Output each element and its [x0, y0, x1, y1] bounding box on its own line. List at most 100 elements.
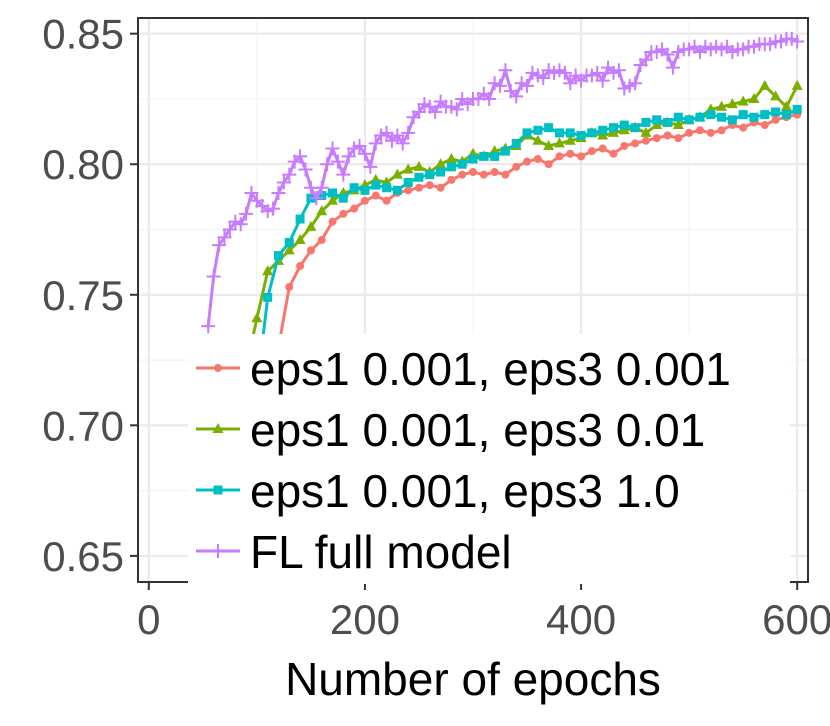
data-point [640, 126, 652, 137]
y-tick-label: 0.85 [42, 11, 124, 58]
data-point [314, 180, 329, 195]
data-point [511, 138, 521, 148]
legend-item: eps1 0.001, eps3 1.0 [196, 465, 680, 517]
data-point [262, 265, 274, 276]
data-point [339, 209, 348, 218]
data-point [595, 73, 610, 88]
data-point [305, 220, 317, 231]
data-point [233, 217, 248, 232]
data-point [554, 128, 564, 138]
data-point [685, 128, 694, 137]
data-point [771, 107, 781, 117]
data-point [566, 149, 575, 158]
data-point [509, 89, 524, 104]
data-point [608, 123, 618, 133]
data-point [611, 63, 626, 78]
data-point [445, 153, 457, 163]
data-point [533, 155, 542, 163]
data-point [298, 162, 313, 177]
data-point [490, 151, 500, 161]
x-tick-label: 200 [330, 596, 400, 643]
data-point [328, 188, 338, 198]
data-point [706, 110, 716, 120]
data-point [512, 162, 521, 171]
data-point [638, 52, 653, 67]
data-point [357, 146, 372, 161]
legend-key-marker [213, 485, 223, 495]
data-point [336, 167, 351, 182]
data-point [479, 170, 488, 179]
data-point [790, 34, 805, 49]
data-point [447, 175, 456, 184]
legend-label: eps1 0.001, eps3 0.01 [250, 404, 705, 456]
data-point [717, 112, 727, 122]
axis-tick-labels: 0 200 400 600 0.65 0.70 0.75 0.80 0.85 [42, 11, 830, 643]
data-point [402, 163, 414, 174]
legend-label: eps1 0.001, eps3 0.001 [250, 343, 731, 395]
data-point [641, 136, 650, 145]
data-point [598, 144, 607, 153]
data-point [739, 123, 748, 132]
data-point [382, 196, 391, 205]
data-point [792, 104, 802, 114]
data-point [493, 78, 508, 93]
data-point [285, 282, 294, 291]
data-point [520, 78, 535, 93]
data-point [490, 168, 499, 177]
y-tick-label: 0.70 [42, 402, 124, 449]
data-point [371, 180, 381, 190]
x-tick-label: 0 [137, 596, 160, 643]
data-point [557, 65, 572, 80]
data-point [759, 79, 771, 90]
data-point [217, 230, 232, 245]
data-point [363, 159, 378, 174]
data-point [391, 168, 403, 179]
data-point [414, 172, 424, 182]
data-point [576, 131, 586, 140]
data-point [684, 115, 694, 125]
data-point [390, 128, 405, 143]
data-point [770, 90, 782, 101]
data-point [749, 112, 759, 122]
legend-item: FL full model [196, 526, 512, 578]
data-point [590, 65, 605, 80]
data-point [587, 128, 597, 138]
data-point [630, 123, 640, 133]
data-point [577, 152, 586, 161]
data-point [498, 63, 513, 78]
data-point [316, 205, 328, 216]
data-point [413, 160, 425, 171]
data-point [555, 152, 564, 161]
data-point [425, 181, 434, 190]
data-point [716, 100, 728, 111]
data-point [652, 115, 662, 125]
data-point [403, 178, 413, 187]
data-point [263, 292, 273, 302]
data-point [449, 102, 464, 117]
data-point [673, 112, 683, 122]
data-point [458, 170, 467, 179]
data-point [619, 120, 629, 130]
data-point [401, 125, 416, 140]
y-tick-label: 0.75 [42, 272, 124, 319]
data-point [543, 139, 555, 150]
x-tick-label: 400 [546, 596, 616, 643]
data-point [522, 128, 532, 138]
data-point [620, 141, 629, 150]
data-point [523, 157, 532, 166]
data-point [222, 222, 237, 237]
data-point [500, 146, 510, 156]
data-point [309, 191, 324, 206]
data-point [360, 196, 369, 205]
data-point [411, 105, 426, 119]
data-point [532, 134, 544, 145]
data-point [663, 117, 673, 127]
data-point [482, 91, 497, 106]
data-point [706, 128, 715, 137]
data-point [469, 168, 477, 177]
data-point [544, 123, 554, 133]
data-point [273, 251, 283, 261]
legend-label: eps1 0.001, eps3 1.0 [250, 465, 680, 517]
data-point [306, 246, 315, 255]
